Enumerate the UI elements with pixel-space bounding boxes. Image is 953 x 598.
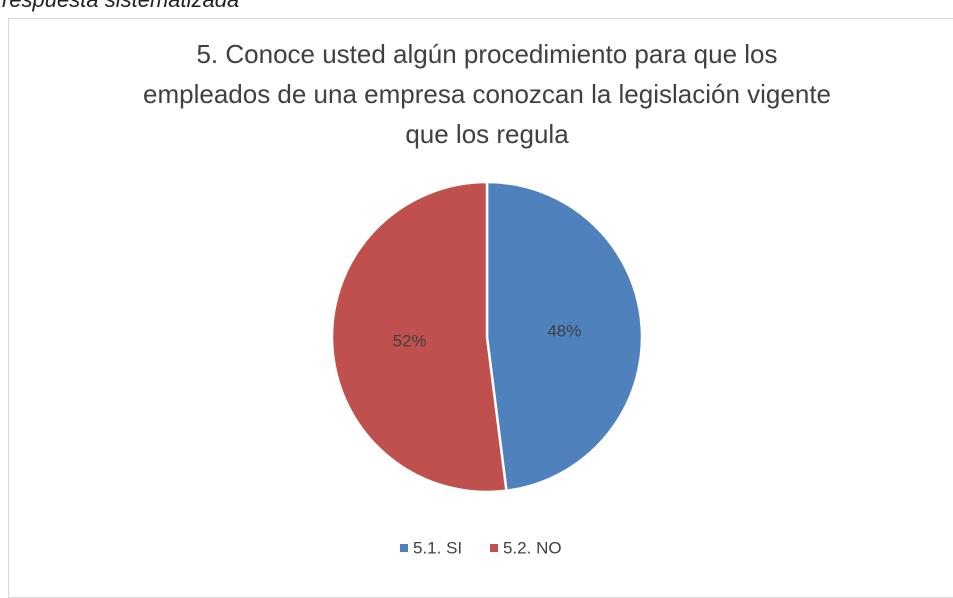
legend-label: 5.2. NO bbox=[503, 538, 562, 557]
legend-swatch bbox=[400, 544, 408, 552]
chart: 48% 52% 5.1. SI 5.2. NO bbox=[330, 180, 644, 557]
legend-swatch bbox=[490, 544, 498, 552]
data-label: 48% bbox=[547, 322, 581, 341]
pie-slice bbox=[330, 180, 508, 494]
pie-slice bbox=[485, 180, 644, 493]
legend-label: 5.1. SI bbox=[413, 538, 462, 557]
chart-title: 5. Conoce usted algún procedimiento para… bbox=[143, 39, 831, 149]
caption: respuesta sistematizada bbox=[2, 0, 239, 13]
data-label: 52% bbox=[393, 331, 427, 350]
